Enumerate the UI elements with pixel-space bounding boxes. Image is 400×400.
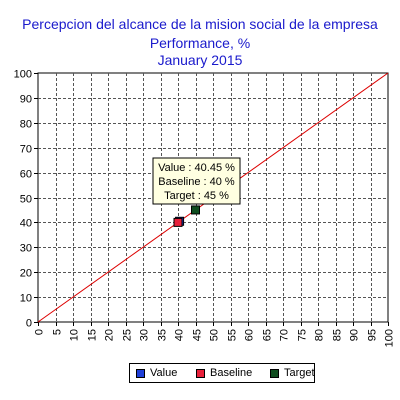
x-tick-label: 95 <box>367 329 379 341</box>
x-tick-label: 0 <box>34 329 46 335</box>
y-tick-label: 0 <box>26 318 32 330</box>
baseline-point <box>173 217 183 227</box>
axes: 0 5 10 15 20 25 30 35 40 45 50 55 60 65 70 75 80 85 90 95 10… <box>14 69 396 348</box>
x-tick-label: 50 <box>209 329 221 341</box>
x-tick-label: 40 <box>174 329 186 341</box>
x-tick-label: 45 <box>192 329 204 341</box>
y-tick-label: 10 <box>20 293 32 305</box>
x-tick-label: 85 <box>332 329 344 341</box>
x-tick-label: 30 <box>139 329 151 341</box>
x-tick-label: 65 <box>262 329 274 341</box>
target-point <box>191 205 200 215</box>
y-tick-label: 80 <box>20 119 32 131</box>
x-tick-label: 75 <box>297 329 309 341</box>
baseline-swatch <box>196 369 205 378</box>
y-tick-label: 20 <box>20 268 32 280</box>
legend: Value Baseline Target <box>129 363 315 383</box>
x-tick-label: 25 <box>122 329 134 341</box>
x-tick-label: 60 <box>244 329 256 341</box>
y-tick-label: 90 <box>20 94 32 106</box>
x-tick-label: 80 <box>314 329 326 341</box>
y-tick-label: 40 <box>20 218 32 230</box>
x-tick-label: 5 <box>52 329 64 335</box>
x-tick-label: 20 <box>104 329 116 341</box>
x-tick-label: 90 <box>349 329 361 341</box>
legend-label-value: Value <box>150 367 178 379</box>
tooltip-value: Value : 40.45 % <box>158 162 235 174</box>
tooltip-target: Target : 45 % <box>164 190 229 202</box>
x-tick-label: 55 <box>227 329 239 341</box>
y-tick-label: 60 <box>20 169 32 181</box>
tooltip-box <box>152 157 241 205</box>
x-tick-label: 100 <box>384 329 396 347</box>
legend-label-target: Target <box>284 367 315 379</box>
x-tick-label: 35 <box>157 329 169 341</box>
tooltip-baseline: Baseline : 40 % <box>158 176 235 188</box>
value-swatch <box>136 369 145 378</box>
legend-label-baseline: Baseline <box>210 367 253 379</box>
x-tick-label: 15 <box>87 329 99 341</box>
y-tick-label: 70 <box>20 144 32 156</box>
y-tick-label: 30 <box>20 243 32 255</box>
y-tick-label: 100 <box>14 69 32 81</box>
target-swatch <box>270 369 279 378</box>
chart-title: Percepcion del alcance de la mision soci… <box>22 16 378 32</box>
chart-subtitle: Performance, % <box>149 35 251 51</box>
y-tick-label: 50 <box>20 194 32 206</box>
x-tick-label: 10 <box>69 329 81 341</box>
x-tick-label: 70 <box>279 329 291 341</box>
chart-date: January 2015 <box>157 52 243 68</box>
tooltip: Value : 40.45 % Baseline : 40 % Target :… <box>152 157 241 205</box>
